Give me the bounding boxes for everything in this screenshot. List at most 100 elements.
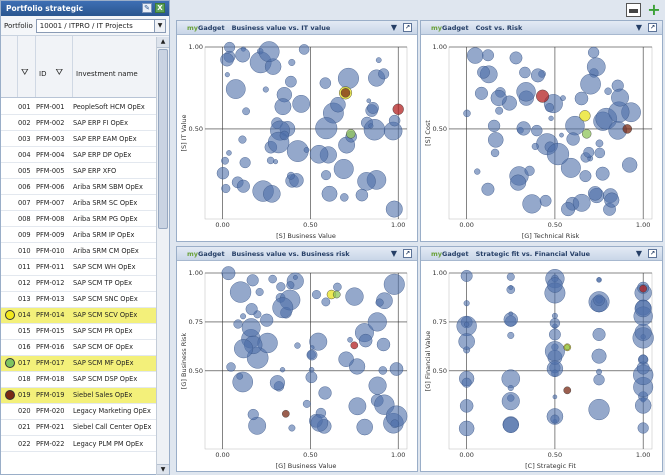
bubble[interactable] bbox=[583, 146, 595, 158]
list-item[interactable]: 006 PFM-006 Ariba SRM SBM OpEx bbox=[1, 179, 157, 196]
list-item[interactable]: 011 PFM-011 SAP SCM WH OpEx bbox=[1, 259, 157, 276]
bubble[interactable] bbox=[592, 327, 606, 341]
bubble[interactable] bbox=[458, 333, 475, 350]
bubble[interactable] bbox=[285, 75, 297, 88]
bubble[interactable] bbox=[240, 313, 247, 320]
bubble[interactable] bbox=[268, 274, 277, 284]
list-item[interactable]: 017 PFM-017 SAP SCM MF OpEx bbox=[1, 355, 157, 372]
bubble[interactable] bbox=[604, 192, 620, 208]
bubble[interactable] bbox=[269, 375, 285, 391]
bubble[interactable] bbox=[634, 323, 652, 341]
bubble[interactable] bbox=[311, 290, 322, 300]
list-item[interactable]: 012 PFM-012 SAP SCM TP OpEx bbox=[1, 276, 157, 292]
bubble[interactable] bbox=[242, 107, 250, 116]
bubble[interactable] bbox=[321, 170, 332, 181]
list-item[interactable]: 003 PFM-003 SAP ERP EAM OpEx bbox=[1, 131, 157, 148]
bubble[interactable] bbox=[490, 148, 500, 158]
bubble[interactable] bbox=[507, 331, 515, 339]
bubble[interactable] bbox=[522, 194, 542, 214]
bubble[interactable] bbox=[459, 399, 474, 413]
highlight-bubble[interactable] bbox=[392, 103, 404, 115]
bubble[interactable] bbox=[588, 46, 600, 59]
column-id-header[interactable]: ID ⛛ bbox=[36, 36, 73, 97]
bubble[interactable] bbox=[247, 408, 259, 421]
bubble[interactable] bbox=[460, 269, 473, 282]
bubble[interactable] bbox=[375, 57, 382, 63]
print-icon[interactable] bbox=[626, 3, 641, 17]
bubble[interactable] bbox=[309, 345, 315, 350]
bubble[interactable] bbox=[595, 139, 604, 148]
scatter-chart[interactable]: 0.00 0.50 1.00 0.50 0.75 1.00 [G] Business Val… bbox=[177, 261, 417, 471]
bubble[interactable] bbox=[239, 157, 251, 169]
bubble[interactable] bbox=[604, 87, 612, 95]
bubble[interactable] bbox=[235, 47, 251, 63]
bubble[interactable] bbox=[355, 188, 369, 202]
list-item[interactable]: 015 PFM-015 SAP SCM PR OpEx bbox=[1, 324, 157, 340]
bubble[interactable] bbox=[594, 147, 606, 159]
bubble[interactable] bbox=[226, 362, 236, 372]
bubble[interactable] bbox=[246, 274, 259, 287]
bubble[interactable] bbox=[376, 337, 391, 352]
highlight-bubble[interactable] bbox=[563, 386, 572, 395]
chevron-down-icon[interactable]: ▼ bbox=[635, 23, 642, 32]
list-item[interactable]: 002 PFM-002 SAP ERP FI OpEx bbox=[1, 115, 157, 132]
bubble[interactable] bbox=[310, 414, 329, 432]
bubble[interactable] bbox=[507, 384, 514, 391]
bubble[interactable] bbox=[466, 47, 484, 64]
bubble[interactable] bbox=[349, 358, 366, 375]
bubble[interactable] bbox=[566, 132, 580, 146]
bubble[interactable] bbox=[461, 377, 472, 388]
bubble[interactable] bbox=[596, 277, 602, 283]
bubble[interactable] bbox=[458, 420, 475, 437]
list-item[interactable]: 021 PFM-021 Siebel Call Center OpEx bbox=[1, 420, 157, 436]
expand-icon[interactable]: ↗ bbox=[403, 23, 412, 32]
chevron-down-icon[interactable]: ▼ bbox=[390, 249, 397, 258]
bubble[interactable] bbox=[221, 266, 236, 281]
bubble[interactable] bbox=[358, 333, 373, 348]
bubble[interactable] bbox=[549, 317, 561, 329]
highlight-bubble[interactable] bbox=[579, 110, 591, 122]
bubble[interactable] bbox=[333, 159, 354, 179]
bubble[interactable] bbox=[245, 303, 258, 316]
bubble[interactable] bbox=[330, 97, 346, 113]
bubble[interactable] bbox=[383, 273, 405, 295]
bubble[interactable] bbox=[288, 58, 296, 66]
bubble[interactable] bbox=[356, 418, 373, 436]
bubble[interactable] bbox=[220, 52, 234, 67]
bubble[interactable] bbox=[225, 79, 246, 99]
chevron-down-icon[interactable]: ▼ bbox=[635, 249, 642, 258]
bubble[interactable] bbox=[233, 319, 243, 329]
bubble[interactable] bbox=[388, 114, 401, 127]
excel-icon[interactable]: X bbox=[155, 3, 165, 13]
bubble[interactable] bbox=[260, 313, 274, 327]
bubble[interactable] bbox=[586, 57, 606, 77]
bubble[interactable] bbox=[345, 287, 364, 306]
bubble[interactable] bbox=[622, 157, 638, 173]
expand-icon[interactable]: ↗ bbox=[403, 249, 412, 258]
list-item[interactable]: 005 PFM-005 SAP ERP XFO bbox=[1, 163, 157, 180]
bubble[interactable] bbox=[474, 168, 481, 175]
bubble[interactable] bbox=[321, 297, 331, 307]
filter-icon[interactable]: ⛛ bbox=[55, 68, 64, 78]
bubble[interactable] bbox=[593, 374, 605, 386]
list-item[interactable]: 022 PFM-022 Legacy PLM PM OpEx bbox=[1, 436, 157, 453]
scatter-chart[interactable]: 0.00 0.50 1.00 0.50 0.75 1.00 [C] Strategic Fi… bbox=[421, 261, 662, 471]
bubble[interactable] bbox=[539, 194, 552, 207]
bubble[interactable] bbox=[319, 77, 332, 89]
filter-icon[interactable]: ⛛ bbox=[21, 68, 29, 78]
bubble[interactable] bbox=[338, 351, 354, 367]
list-item[interactable]: 004 PFM-004 SAP ERP DP OpEx bbox=[1, 147, 157, 164]
bubble[interactable] bbox=[337, 67, 359, 89]
bubble[interactable] bbox=[596, 368, 602, 375]
bubble[interactable] bbox=[262, 86, 269, 93]
bubble[interactable] bbox=[635, 397, 652, 414]
bubble[interactable] bbox=[368, 123, 374, 129]
bubble[interactable] bbox=[274, 98, 292, 116]
bubble[interactable] bbox=[294, 342, 301, 349]
bubble[interactable] bbox=[552, 394, 558, 400]
bubble[interactable] bbox=[305, 371, 318, 384]
bubble[interactable] bbox=[347, 337, 353, 343]
bubble[interactable] bbox=[288, 424, 296, 432]
list-item[interactable]: 007 PFM-007 Ariba SRM SC OpEx bbox=[1, 195, 157, 212]
expand-icon[interactable]: ↗ bbox=[648, 23, 657, 32]
